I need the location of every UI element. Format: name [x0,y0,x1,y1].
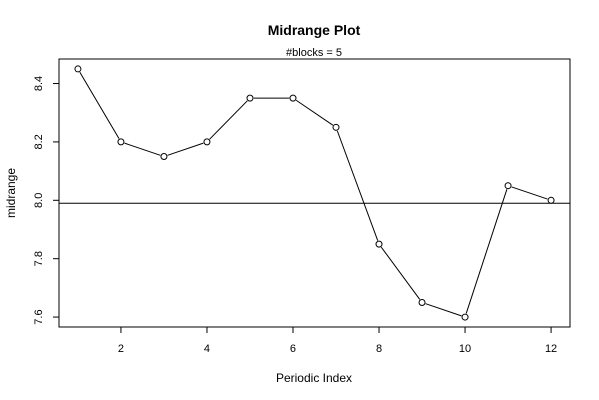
series-segment [124,142,161,156]
x-tick-label: 8 [376,343,382,355]
y-tick-label: 8.4 [33,76,45,91]
data-point [203,138,211,146]
x-tick-label: 6 [290,343,296,355]
x-tick-label: 10 [459,343,471,355]
y-axis: 7.6 7.8 8.0 8.2 8.4 [33,76,59,325]
series-segment [209,100,248,140]
series-segment [79,71,120,139]
y-tick-label: 8.2 [33,134,45,149]
data-point [547,196,555,204]
plot-frame [58,58,571,328]
y-tick-label: 7.8 [33,251,45,266]
x-axis: 2 4 6 8 10 12 [118,327,557,355]
data-point [332,123,340,131]
series-segment [511,186,548,200]
data-point [160,153,168,161]
y-axis-label: midrange [4,168,18,218]
data-point [461,313,469,321]
data-point [375,240,383,248]
data-point [418,298,426,306]
data-point [117,138,125,146]
series-segment [425,303,462,317]
x-tick-label: 2 [118,343,124,355]
data-point [289,94,297,102]
series-segment [465,189,508,314]
series-segment [167,142,204,156]
x-tick-label: 12 [545,343,557,355]
y-tick-label: 7.6 [33,309,45,324]
x-tick-label: 4 [204,343,210,355]
x-axis-label: Periodic Index [276,371,352,385]
series-midrange [74,65,555,321]
data-point [504,182,512,190]
y-tick-label: 8.0 [33,193,45,208]
series-segment [380,246,421,300]
chart-subtitle: #blocks = 5 [286,47,342,59]
data-point [246,94,254,102]
chart-title: Midrange Plot [268,22,361,38]
series-segment [336,130,379,241]
data-point [74,65,82,73]
series-segment [295,99,334,126]
